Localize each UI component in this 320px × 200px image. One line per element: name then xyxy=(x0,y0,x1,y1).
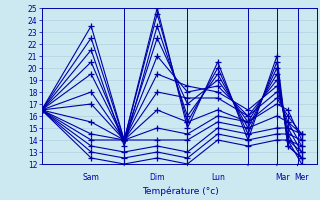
Text: Mar: Mar xyxy=(275,173,290,182)
Text: Mer: Mer xyxy=(294,173,309,182)
Text: Lun: Lun xyxy=(211,173,225,182)
Text: Sam: Sam xyxy=(83,173,100,182)
Text: Dim: Dim xyxy=(149,173,165,182)
Text: Température (°c): Température (°c) xyxy=(142,186,219,196)
